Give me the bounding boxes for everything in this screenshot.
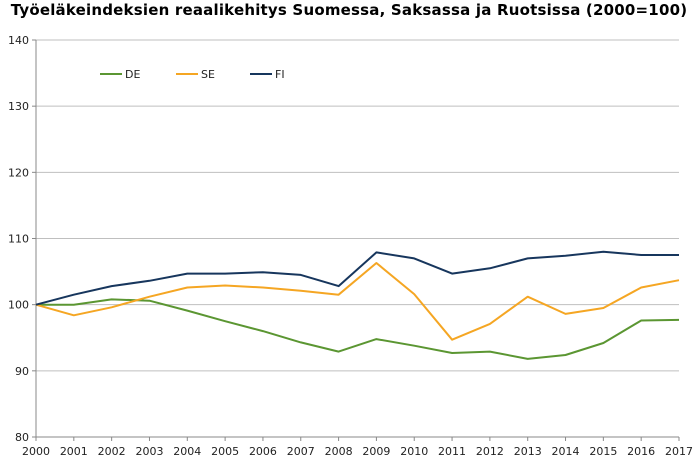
x-tick-label: 2014	[552, 445, 580, 458]
y-tick-label: 110	[8, 233, 29, 246]
y-tick-label: 80	[15, 431, 29, 444]
legend-item-de: DE	[100, 68, 140, 81]
y-tick-label: 100	[8, 299, 29, 312]
y-tick-label: 130	[8, 100, 29, 113]
legend-item-fi: FI	[250, 68, 285, 81]
series-line-se	[35, 262, 680, 341]
y-tick-label: 120	[8, 166, 29, 179]
x-tick-label: 2017	[665, 445, 693, 458]
series-line-de	[36, 298, 680, 360]
x-tick-label: 2013	[514, 445, 542, 458]
y-tick-label: 90	[15, 365, 29, 378]
chart-title: Työeläkeindeksien reaalikehitys Suomessa…	[10, 1, 688, 19]
x-tick-label: 2011	[438, 445, 466, 458]
x-tick-label: 2002	[98, 445, 126, 458]
legend-item-se: SE	[176, 68, 215, 81]
x-tick-label: 2006	[249, 445, 277, 458]
x-tick-label: 2001	[60, 445, 88, 458]
x-tick-label: 2003	[135, 445, 163, 458]
axes	[32, 39, 680, 441]
x-tick-label: 2005	[211, 445, 239, 458]
y-tick-labels: 80 90 100 110 120 130 140	[8, 34, 29, 444]
x-tick-label: 2016	[627, 445, 655, 458]
legend: DE SE FI	[100, 68, 285, 81]
x-tick-label: 2009	[362, 445, 390, 458]
series-lines	[35, 250, 680, 360]
x-tick-label: 2015	[589, 445, 617, 458]
x-tick-label: 2000	[22, 445, 50, 458]
legend-label: FI	[275, 68, 285, 81]
x-tick-label: 2010	[400, 445, 428, 458]
series-line-fi	[35, 250, 679, 306]
legend-label: DE	[125, 68, 140, 81]
x-tick-label: 2007	[287, 445, 315, 458]
x-tick-label: 2012	[476, 445, 504, 458]
x-tick-label: 2004	[173, 445, 201, 458]
x-tick-label: 2008	[325, 445, 353, 458]
x-tick-labels: 2000 2001 2002 2003 2004 2005 2006 2007 2008 2009…	[22, 445, 693, 458]
grid-lines	[36, 39, 679, 372]
y-tick-label: 140	[8, 34, 29, 47]
legend-label: SE	[201, 68, 215, 81]
